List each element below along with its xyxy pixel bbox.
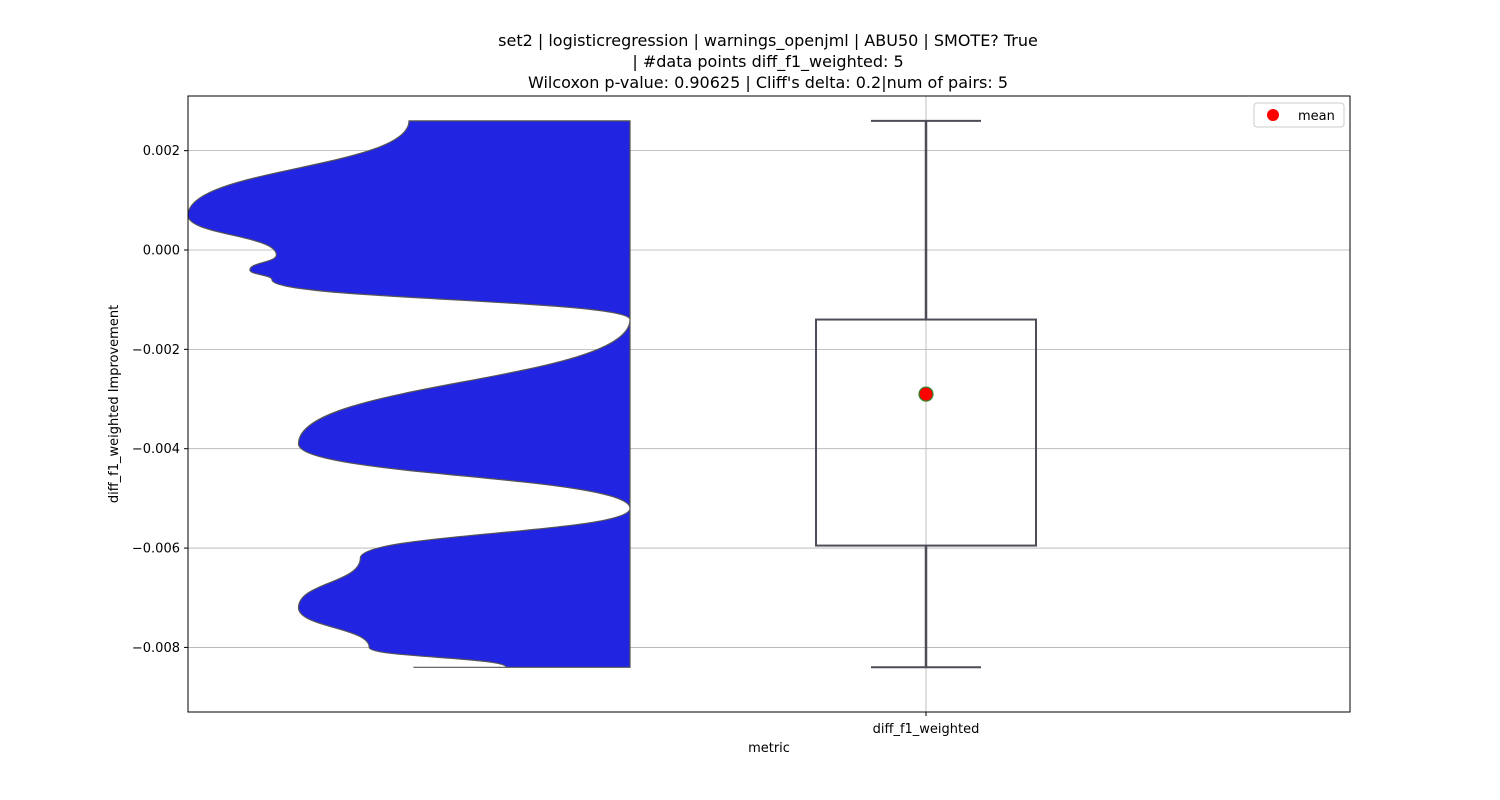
title-line-3: Wilcoxon p-value: 0.90625 | Cliff's delt… (528, 73, 1008, 92)
y-tick-label-4: −0.006 (132, 542, 180, 557)
title-line-2: | #data points diff_f1_weighted: 5 (632, 52, 903, 72)
y-tick-label-5: −0.008 (132, 641, 180, 656)
legend-mean-marker (1267, 109, 1279, 121)
violin-body (188, 120, 631, 668)
y-tick-label-3: −0.004 (132, 442, 180, 457)
legend-mean-label: mean (1298, 109, 1335, 124)
legend: mean (1253, 102, 1345, 128)
chart-title: set2 | logisticregression | warnings_ope… (498, 31, 1038, 92)
y-tick-label-1: 0.000 (143, 244, 180, 259)
mean-marker (918, 386, 934, 402)
x-axis-label: metric (748, 741, 790, 756)
y-tick-label-0: 0.002 (143, 144, 180, 159)
x-tick-label-0: diff_f1_weighted (873, 722, 980, 737)
boxplot (815, 119, 1037, 669)
title-line-1: set2 | logisticregression | warnings_ope… (498, 31, 1038, 51)
y-axis: 0.002 0.000 −0.002 −0.004 −0.006 −0.008 (132, 144, 188, 656)
legend-frame (1253, 102, 1345, 128)
plot-frame (187, 95, 1351, 713)
violin (188, 120, 631, 668)
x-axis: diff_f1_weighted (873, 712, 980, 737)
y-tick-label-2: −0.002 (132, 343, 180, 358)
y-axis-label: diff_f1_weighted Improvement (107, 305, 122, 503)
